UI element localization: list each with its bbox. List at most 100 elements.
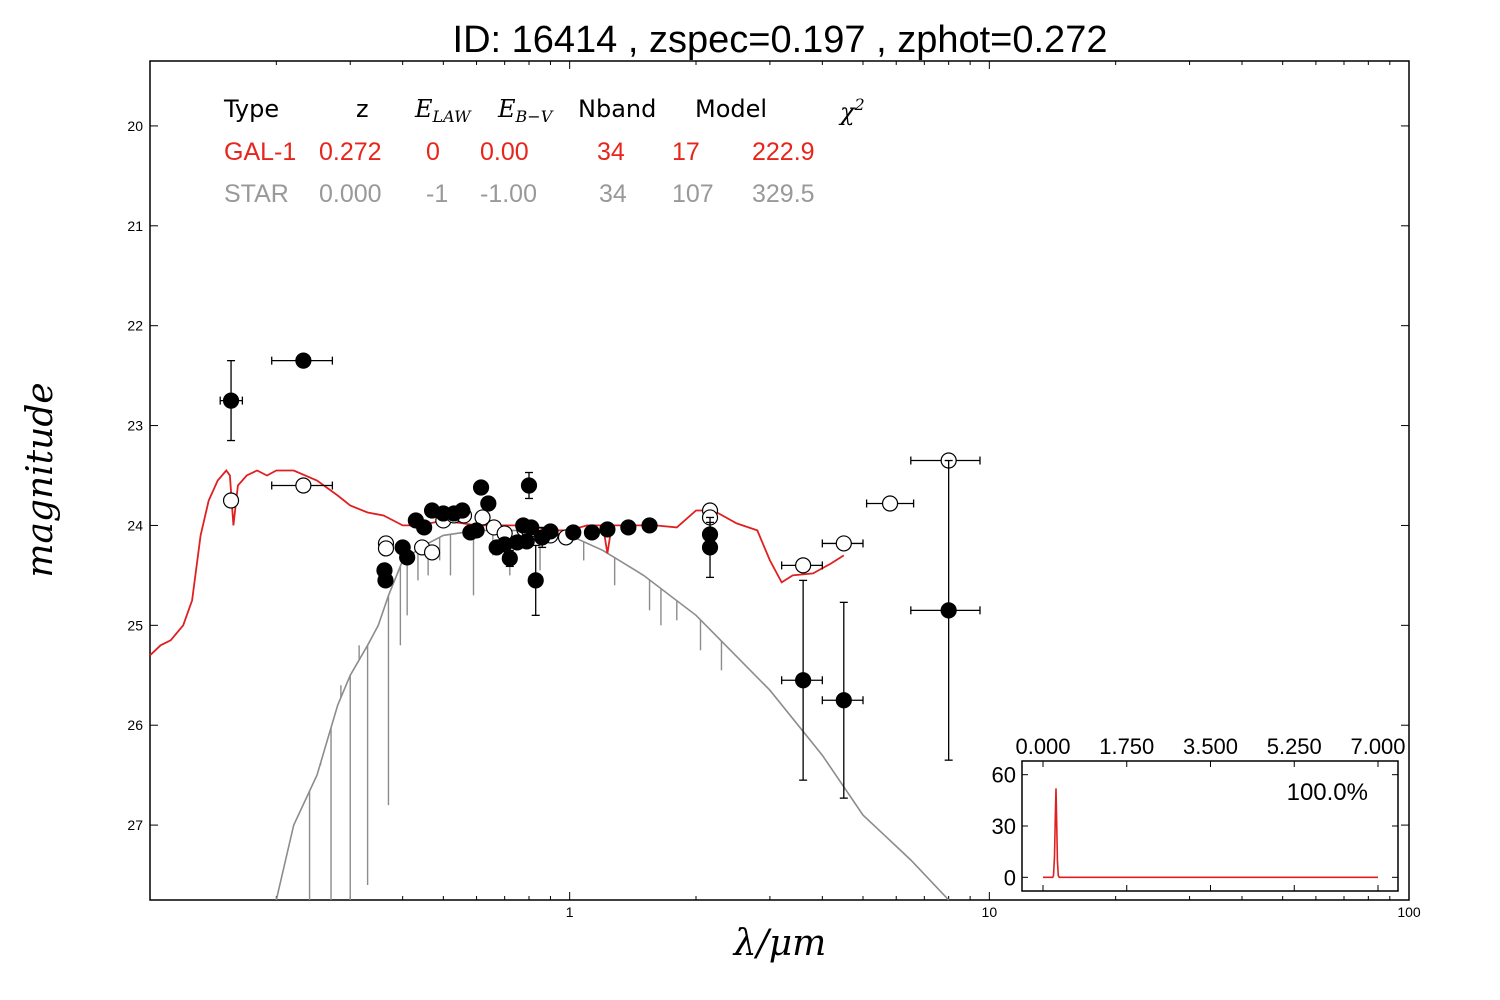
inset-y-tick-label: 60 [992,763,1016,788]
legend-table: Type z ELAW EB−V Nband Model χ2 GAL-1 0.2… [223,95,865,208]
model-point [781,557,823,574]
y-tick-label: 27 [127,817,143,833]
y-tick-label: 21 [127,218,143,234]
observed-point [472,479,490,496]
header-model: Model [695,95,767,123]
inset-x-tick-label: 7.000 [1350,734,1405,759]
inset-x-tick-label: 1.750 [1099,734,1154,759]
marker [423,544,441,561]
inset-x-tick-label: 3.500 [1183,734,1238,759]
observed-point [781,579,823,781]
marker [468,522,485,539]
marker [583,524,601,541]
marker [701,539,719,556]
pdz-inset: 0.000 1.750 3.500 5.250 7.000 0 30 60 100.0% [992,734,1406,892]
model-point [821,535,864,552]
marker [222,392,240,409]
chart-title: ID: 16414 , zspec=0.197 , zphot=0.272 [453,19,1108,61]
legend-cell: 17 [672,138,700,166]
inset-pdz-curve [1043,788,1378,879]
legend-cell: STAR [224,180,289,208]
observed-point [454,502,471,519]
legend-cell: GAL-1 [224,138,296,166]
legend-rows: GAL-1 0.272 0 0.00 34 17 222.9 STAR 0.000 -1 -1.00… [224,138,815,208]
inset-ticks: 0.000 1.750 3.500 5.250 7.000 0 30 60 [992,734,1406,891]
marker [520,477,538,494]
observed-point [542,523,559,540]
legend-cell: 0.000 [319,180,382,208]
x-tick-label: 10 [982,904,998,920]
marker [377,572,394,589]
model-point [474,509,491,526]
marker [480,495,497,512]
observed-point [271,352,334,369]
marker [416,519,433,536]
inset-x-tick-label: 5.250 [1267,734,1322,759]
model-point [271,477,334,494]
y-tick-label: 20 [127,118,143,134]
legend-cell: 0.272 [319,138,382,166]
marker [474,509,491,526]
y-tick-label: 25 [127,617,143,633]
observed-point [910,459,981,761]
y-tick-label: 22 [127,318,143,334]
header-nband: Nband [578,95,656,123]
observed-points [219,352,981,799]
observed-point [416,519,433,536]
observed-point [377,572,394,589]
y-axis-label: magnitude [20,382,61,577]
observed-point [501,549,518,568]
plot-area [149,60,1410,901]
inset-x-tick-label: 0.000 [1015,734,1070,759]
marker [599,521,616,538]
star-continuum [275,529,950,901]
marker [518,533,535,550]
observed-point [480,495,497,512]
marker [295,477,312,494]
marker [641,517,658,534]
observed-point [620,519,637,536]
y-tick-label: 24 [127,517,143,533]
legend-cell: 107 [672,180,714,208]
legend-cell: 0.00 [480,138,529,166]
star-model-curve [275,529,950,901]
observed-point [599,521,616,538]
observed-point [518,533,535,550]
x-tick-label: 100 [1397,904,1421,920]
observed-point [701,516,719,579]
marker [835,692,852,709]
x-tick-label: 1 [566,904,574,920]
legend-cell: -1 [426,180,448,208]
marker [835,535,852,552]
axis-ticks: 1 10 100 20 21 22 23 24 25 26 27 [127,61,1421,920]
model-point [377,540,395,557]
inset-y-tick-label: 0 [1004,865,1016,890]
observed-point [641,517,658,534]
observed-point [399,549,416,566]
observed-point [523,519,540,536]
model-point [423,544,441,561]
marker [454,502,471,519]
observed-point [219,359,244,442]
legend-cell: 222.9 [752,138,815,166]
y-tick-label: 23 [127,418,143,434]
marker [295,352,312,369]
pdz-line [1043,788,1378,879]
legend-cell: 329.5 [752,180,815,208]
marker [795,557,812,574]
inset-annotation: 100.0% [1287,779,1368,806]
observed-point [468,522,485,539]
legend-cell: 34 [597,138,625,166]
legend-cell: 34 [599,180,627,208]
marker [940,602,957,619]
model-point [222,492,240,509]
legend-cell: 0 [426,138,440,166]
observed-point [821,601,864,799]
marker [501,550,518,567]
marker [881,495,899,512]
header-z: z [356,95,369,123]
header-type: Type [223,95,279,123]
marker [565,524,582,541]
observed-point [583,524,601,541]
